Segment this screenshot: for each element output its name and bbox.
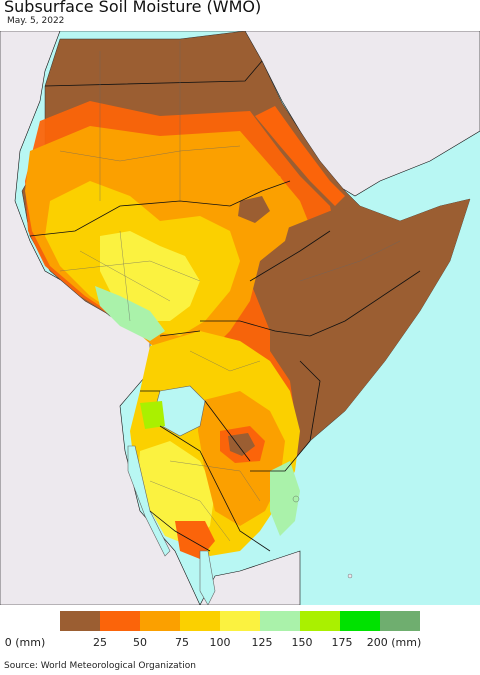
legend-label: 0 (mm) [4,636,46,649]
map-title: Subsurface Soil Moisture (WMO) [4,0,262,16]
legend-labels: 0 (mm) 25 50 75 100 125 150 175 200 (mm) [0,636,480,650]
admin-borders [59,41,401,542]
lake-malawi [199,550,216,605]
legend-swatch [340,611,380,631]
legend-label: 200 (mm) [366,636,422,649]
country-borders [29,60,421,552]
zone-light-green-west [95,286,165,341]
legend-color-bar [60,611,420,631]
zone-southern-tanzania-dark [175,521,215,559]
legend-swatch [100,611,140,631]
zone-east-africa-brown-spot [228,433,255,456]
legend-swatch [60,611,100,631]
zone-coast-green [270,461,300,536]
legend-swatch [380,611,420,631]
zone-ethiopia-orange [230,176,295,261]
legend-label: 125 [251,636,273,649]
legend-swatch [140,611,180,631]
legend-swatch [220,611,260,631]
outside-land-south [199,550,301,605]
lake-tanganyika [127,445,171,557]
zone-east-africa-bright-yellow [138,441,215,546]
island-comoros [347,573,353,579]
legend-label: 25 [93,636,107,649]
legend-label: 75 [175,636,189,649]
soil-moisture-map [0,31,480,605]
legend-swatch [180,611,220,631]
island-zanzibar [292,495,300,503]
map-date: May. 5, 2022 [7,16,65,26]
zone-eritrea-coast [255,106,345,206]
legend-swatch [300,611,340,631]
legend-label: 50 [133,636,147,649]
source-credit: Source: World Meteorological Organizatio… [4,661,196,671]
zone-rwanda-green [140,401,165,429]
legend-swatch [260,611,300,631]
legend-label: 175 [331,636,353,649]
legend-label: 100 [209,636,231,649]
legend-label: 150 [291,636,313,649]
zone-ethiopia-dry-spot [238,196,270,223]
